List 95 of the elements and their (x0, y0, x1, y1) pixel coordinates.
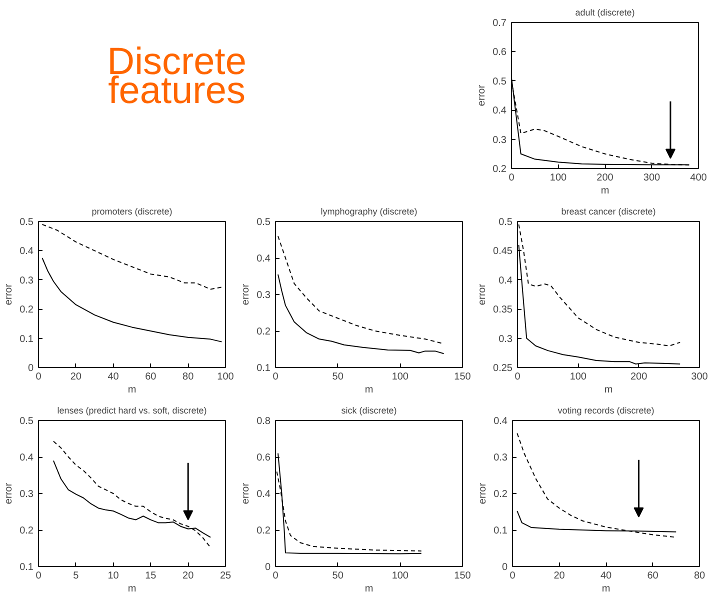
x-tick-label: 0 (272, 570, 279, 582)
x-tick-label: 100 (217, 372, 234, 382)
y-tick-label: 0.5 (492, 76, 507, 88)
y-tick-label: 0.5 (498, 217, 513, 228)
x-tick-label: 20 (554, 570, 566, 582)
y-tick-label: 0.5 (20, 416, 34, 427)
y-tick-label: 0.3 (492, 134, 507, 146)
y-tick-label: 0.6 (492, 47, 507, 58)
x-tick-label: 20 (182, 570, 194, 582)
y-tick-label: 0.4 (498, 275, 513, 286)
x-tick-label: 100 (550, 172, 568, 184)
x-tick-label: 0 (36, 372, 42, 382)
x-tick-label: 50 (332, 570, 344, 582)
chart-title: adult (discrete) (575, 8, 635, 18)
y-tick-label: 0.2 (492, 164, 507, 175)
line-series (516, 432, 677, 538)
x-tick-label: 5 (73, 570, 80, 582)
y-tick-label: 0.3 (498, 334, 513, 345)
y-tick-label: 0 (28, 363, 34, 374)
y-axis-title: error (477, 283, 488, 306)
y-tick-label: 0.3 (20, 489, 34, 500)
y-tick-label: 0.2 (20, 304, 34, 316)
y-axis-title: error (4, 482, 15, 504)
y-tick-label: 0.1 (20, 334, 34, 345)
chart-title: voting records (discrete) (558, 406, 654, 416)
y-tick-label: 0.3 (494, 452, 508, 464)
x-tick-label: 150 (454, 570, 472, 582)
x-tick-label: 100 (392, 372, 409, 382)
y-tick-label: 0.8 (256, 416, 271, 427)
x-axis-title: m (128, 384, 136, 396)
x-tick-label: 60 (647, 570, 659, 582)
chart-title: sick (discrete) (341, 406, 397, 416)
x-tick-label: 400 (690, 172, 708, 184)
y-tick-label: 0.6 (256, 452, 271, 464)
line-series (42, 258, 222, 342)
x-tick-label: 20 (70, 372, 82, 382)
x-tick-label: 10 (108, 570, 120, 582)
x-tick-label: 0 (36, 570, 42, 582)
y-tick-label: 0.45 (493, 246, 513, 258)
x-axis-title: m (600, 186, 610, 196)
x-tick-label: 25 (220, 570, 232, 582)
x-axis-title: m (364, 384, 374, 396)
y-tick-label: 0.25 (493, 363, 513, 374)
chart-title: promoters (discrete) (92, 206, 172, 216)
y-axis-title: error (478, 482, 489, 504)
x-tick-label: 40 (600, 570, 612, 582)
x-tick-label: 200 (596, 172, 614, 184)
chart-title: breast cancer (discrete) (561, 206, 656, 216)
y-tick-label: 0 (264, 562, 271, 573)
x-tick-label: 60 (145, 372, 157, 382)
x-tick-label: 80 (182, 372, 194, 382)
y-tick-label: 0.1 (20, 562, 34, 573)
y-axis-title: error (4, 283, 15, 306)
y-axis-title: error (240, 283, 252, 306)
y-tick-label: 0.35 (493, 304, 513, 316)
y-tick-label: 0.7 (492, 18, 507, 29)
x-axis-title: m (604, 384, 613, 396)
y-tick-label: 0.4 (20, 452, 34, 464)
line-series (42, 224, 222, 290)
y-tick-label: 0.3 (256, 290, 271, 301)
y-tick-label: 0.3 (20, 275, 34, 286)
x-tick-label: 15 (145, 570, 157, 582)
y-tick-label: 0.2 (256, 326, 271, 338)
x-tick-label: 300 (643, 172, 661, 184)
x-tick-label: 200 (630, 372, 648, 382)
y-tick-label: 0 (502, 562, 508, 573)
line-series (52, 440, 212, 548)
y-tick-label: 0.4 (492, 106, 507, 117)
x-tick-label: 40 (108, 372, 120, 382)
x-axis-title: m (364, 584, 374, 594)
y-tick-label: 0.4 (256, 489, 271, 500)
chart-title: lymphography (discrete) (320, 206, 418, 216)
x-tick-label: 0 (514, 372, 521, 382)
x-tick-label: 80 (694, 570, 706, 582)
x-tick-label: 50 (332, 372, 344, 382)
y-tick-label: 0.2 (256, 526, 271, 536)
x-axis-title: m (602, 584, 610, 594)
x-axis-title: m (128, 584, 136, 594)
x-tick-label: 100 (570, 372, 587, 382)
y-axis-title: error (476, 84, 488, 106)
y-tick-label: 0.2 (20, 526, 34, 536)
x-tick-label: 300 (691, 372, 708, 382)
y-axis-title: error (240, 482, 252, 504)
y-tick-label: 0.1 (494, 526, 508, 536)
y-tick-label: 0.2 (494, 489, 508, 500)
x-tick-label: 0 (272, 372, 279, 382)
y-tick-label: 0.4 (494, 416, 508, 427)
x-tick-label: 100 (392, 570, 409, 582)
y-tick-label: 0.4 (256, 254, 271, 264)
y-tick-label: 0.5 (256, 217, 271, 228)
y-tick-label: 0.1 (256, 363, 271, 374)
y-tick-label: 0.5 (20, 217, 34, 228)
chart-title: lenses (predict hard vs. soft, discrete) (57, 406, 207, 416)
x-tick-label: 150 (454, 372, 472, 382)
y-tick-label: 0.4 (20, 246, 34, 258)
